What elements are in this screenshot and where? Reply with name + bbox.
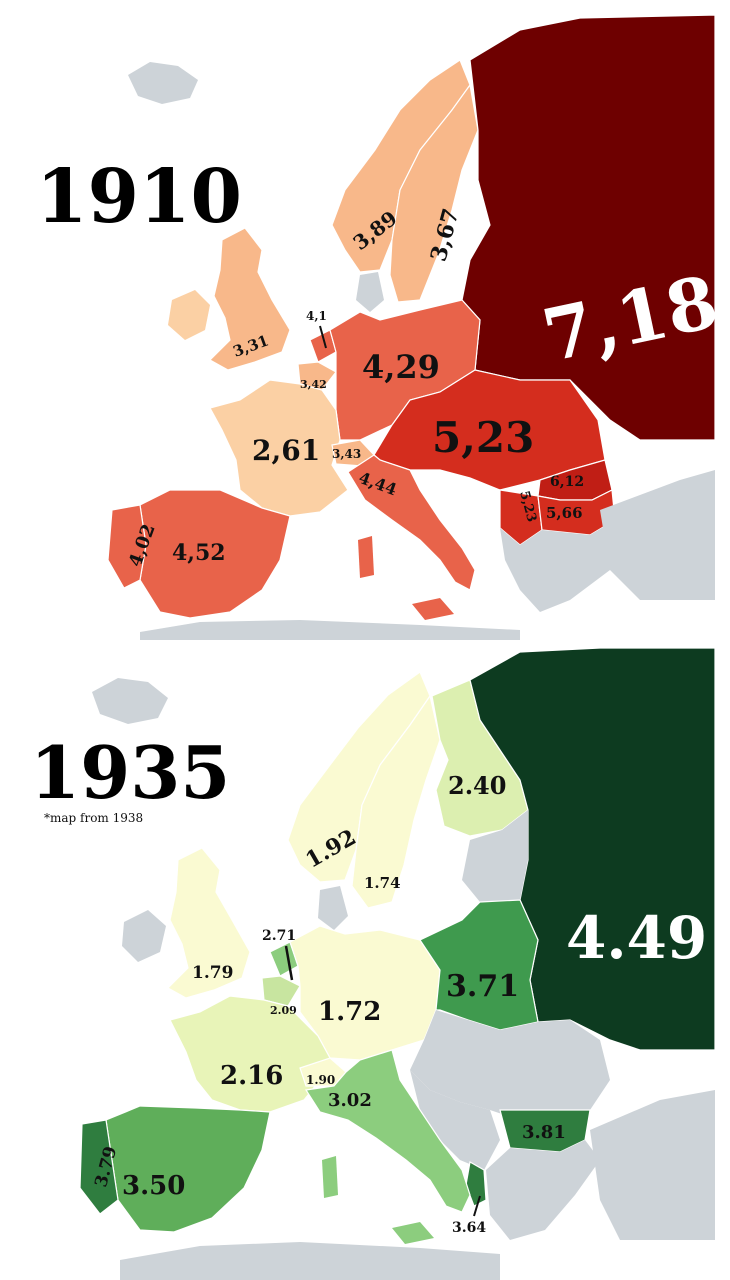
value-label-poland: 3.71 (446, 969, 519, 1004)
region-sicily (412, 598, 454, 620)
region-sardinia (358, 536, 374, 578)
leader-line-albania (473, 1195, 481, 1217)
region-portugal (79, 1119, 119, 1215)
value-label-italy: 3.02 (328, 1090, 372, 1111)
region-uk (167, 847, 251, 999)
region-anatolia-nodata (600, 470, 715, 600)
region-sicily (392, 1222, 434, 1244)
map-year-title: 1910 (36, 154, 242, 240)
region-central-nodata (410, 1010, 610, 1120)
value-label-switzerland: 3,43 (332, 447, 361, 461)
value-label-switzerland: 1.90 (306, 1073, 335, 1087)
region-spain (105, 1105, 271, 1233)
value-label-austria-hungary: 5,23 (432, 413, 534, 462)
map-source-note: *map from 1938 (44, 811, 143, 825)
region-france (209, 379, 349, 517)
value-label-romania: 6,12 (550, 474, 584, 490)
region-denmark (356, 272, 384, 312)
value-label-france: 2.16 (220, 1061, 283, 1091)
region-africa-nodata (140, 620, 520, 640)
region-ireland (122, 910, 166, 962)
region-portugal (107, 504, 147, 589)
value-label-spain: 3.50 (122, 1171, 185, 1201)
leader-line-netherlands (284, 945, 294, 981)
value-label-albania: 3.64 (452, 1220, 486, 1236)
region-anatolia-nodata (590, 1090, 715, 1240)
region-albania (465, 1161, 487, 1207)
value-label-germany: 4,29 (362, 348, 440, 386)
map-1910: 1910 7,18 5,23 4,29 6,12 5,23 5,66 4,44 … (36, 15, 715, 640)
value-label-germany: 1.72 (318, 997, 381, 1027)
value-label-belgium: 2.09 (270, 1004, 297, 1017)
region-belgium (261, 975, 301, 1007)
value-label-netherlands: 4,1 (306, 309, 327, 323)
value-label-bulgaria: 3.81 (522, 1122, 566, 1143)
region-greece-nodata (486, 1140, 600, 1240)
map-year-title: 1935 (30, 730, 230, 815)
region-poland (419, 899, 539, 1031)
value-label-bulgaria: 5,66 (546, 504, 583, 522)
region-sweden (389, 83, 479, 303)
region-denmark (318, 886, 348, 930)
value-label-belgium: 3,42 (300, 378, 327, 391)
region-ireland (168, 290, 210, 340)
value-label-spain: 4,52 (172, 540, 226, 566)
region-balkans-nodata (500, 520, 640, 612)
region-belgium (297, 361, 337, 391)
value-label-soviet-union: 4.49 (566, 904, 707, 972)
region-iceland (128, 62, 198, 104)
value-label-france: 2,61 (252, 434, 320, 467)
map-1935-svg: 1935 *map from 1938 4.49 3.71 3.81 3.64 … (30, 647, 716, 1280)
region-africa-nodata (120, 1242, 500, 1280)
value-label-netherlands: 2.71 (262, 928, 296, 944)
region-sardinia (322, 1156, 338, 1198)
value-label-finland: 2.40 (448, 771, 506, 800)
map-1935: 1935 *map from 1938 4.49 3.71 3.81 3.64 … (0, 640, 730, 1280)
map-1910-svg: 1910 7,18 5,23 4,29 6,12 5,23 5,66 4,44 … (36, 15, 715, 640)
region-yugoslavia-nodata (410, 1070, 500, 1170)
region-italy (304, 1049, 471, 1213)
region-uk (209, 227, 291, 371)
region-iceland (92, 678, 168, 724)
leader-line-netherlands (319, 325, 327, 349)
value-label-sweden: 1.74 (364, 874, 401, 892)
region-sweden (351, 694, 441, 909)
region-italy (347, 454, 476, 591)
value-label-uk: 1.79 (192, 963, 233, 983)
region-baltics-nodata (462, 810, 528, 902)
